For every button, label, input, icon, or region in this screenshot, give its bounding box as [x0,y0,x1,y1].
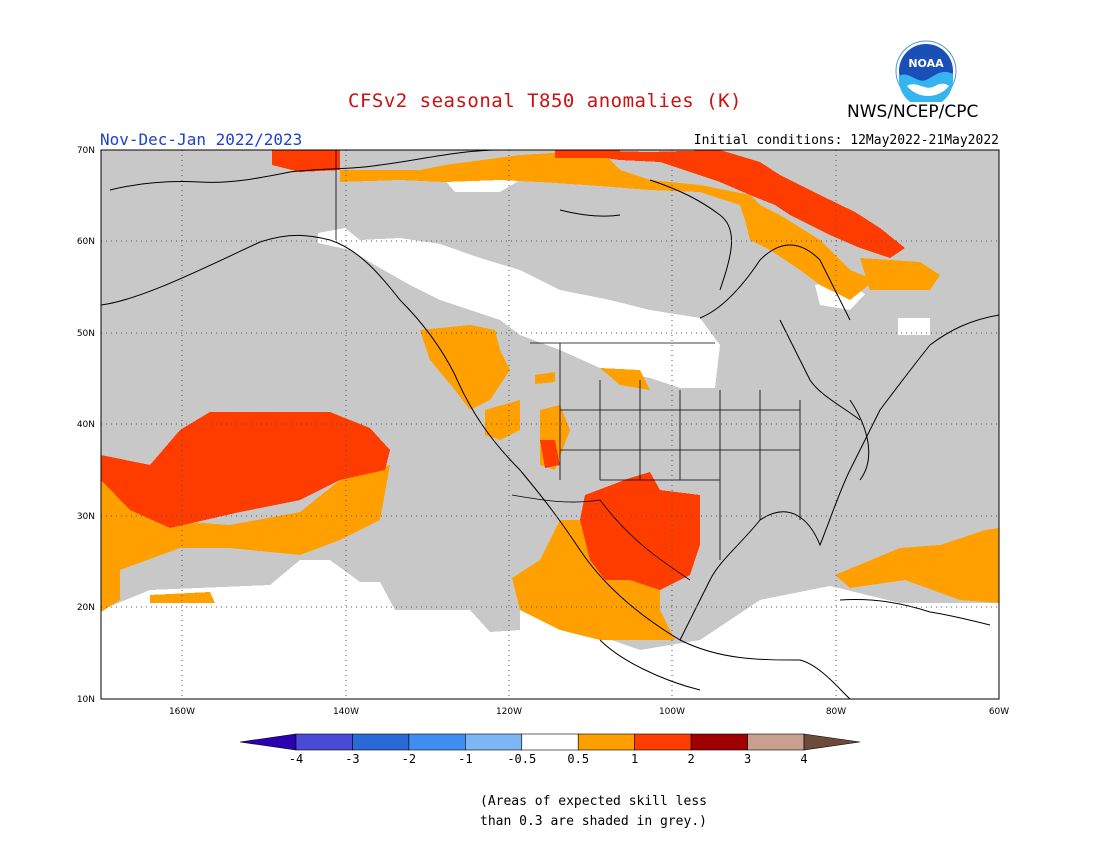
colorbar-swatch [295,733,353,751]
skill-note: (Areas of expected skill less than 0.3 a… [480,792,707,832]
noaa-logo: NOAA [895,40,957,102]
lon-label: 120W [496,707,522,717]
colorbar: -4 -3 -2 -1 -0.5 0.5 1 2 3 4 [239,733,861,766]
colorbar-tick-label: -3 [345,752,359,766]
lat-label: 10N [77,695,95,705]
colorbar-swatch [634,733,692,751]
longitude-labels: 160W 140W 120W 100W 80W 60W [169,707,1009,717]
lat-label: 70N [77,146,95,156]
lat-label: 50N [77,329,95,339]
colorbar-tick-label: 4 [800,752,807,766]
lon-label: 160W [169,707,195,717]
colorbar-swatch [465,733,523,751]
coastlines [101,150,999,699]
colorbar-swatch [239,733,297,751]
lat-label: 20N [77,603,95,613]
colorbar-swatch [577,733,635,751]
white-region-nova-scotia [898,318,930,335]
colorbar-swatch [803,733,861,751]
lon-label: 140W [333,707,359,717]
colorbar-tick-label: 2 [687,752,694,766]
colorbar-tick-label: 3 [744,752,751,766]
latitude-labels: 70N 60N 50N 40N 30N 20N 10N [77,146,95,705]
white-region-canada [318,228,720,388]
colorbar-swatch [521,733,579,751]
colorbar-tick-label: 1 [631,752,638,766]
chart-title: CFSv2 seasonal T850 anomalies (K) [348,90,742,112]
lat-label: 60N [77,237,95,247]
political-borders [335,150,801,581]
colorbar-tick-label: -1 [458,752,472,766]
colorbar-tick-label: -2 [402,752,416,766]
lat-label: 30N [77,512,95,522]
lon-label: 100W [659,707,685,717]
svg-text:NOAA: NOAA [908,57,944,70]
anomaly-1-to-2 [101,150,905,590]
map-frame [100,149,1000,700]
colorbar-swatch [690,733,748,751]
season-label: Nov-Dec-Jan 2022/2023 [100,130,303,149]
agency-label: NWS/NCEP/CPC [847,102,979,122]
lon-label: 80W [826,707,846,717]
lat-label: 40N [77,420,95,430]
colorbar-swatch [408,733,466,751]
note-line: than 0.3 are shaded in grey.) [480,814,707,829]
note-line: (Areas of expected skill less [480,794,707,809]
colorbar-tick-label: -4 [289,752,303,766]
initial-conditions-label: Initial conditions: 12May2022-21May2022 [693,133,999,148]
colorbar-swatch [747,733,805,751]
anomaly-0.5-to-1 [101,150,999,640]
colorbar-tick-label: -0.5 [507,752,536,766]
colorbar-swatch [352,733,410,751]
lon-label: 60W [989,707,1009,717]
colorbar-tick-label: 0.5 [567,752,589,766]
